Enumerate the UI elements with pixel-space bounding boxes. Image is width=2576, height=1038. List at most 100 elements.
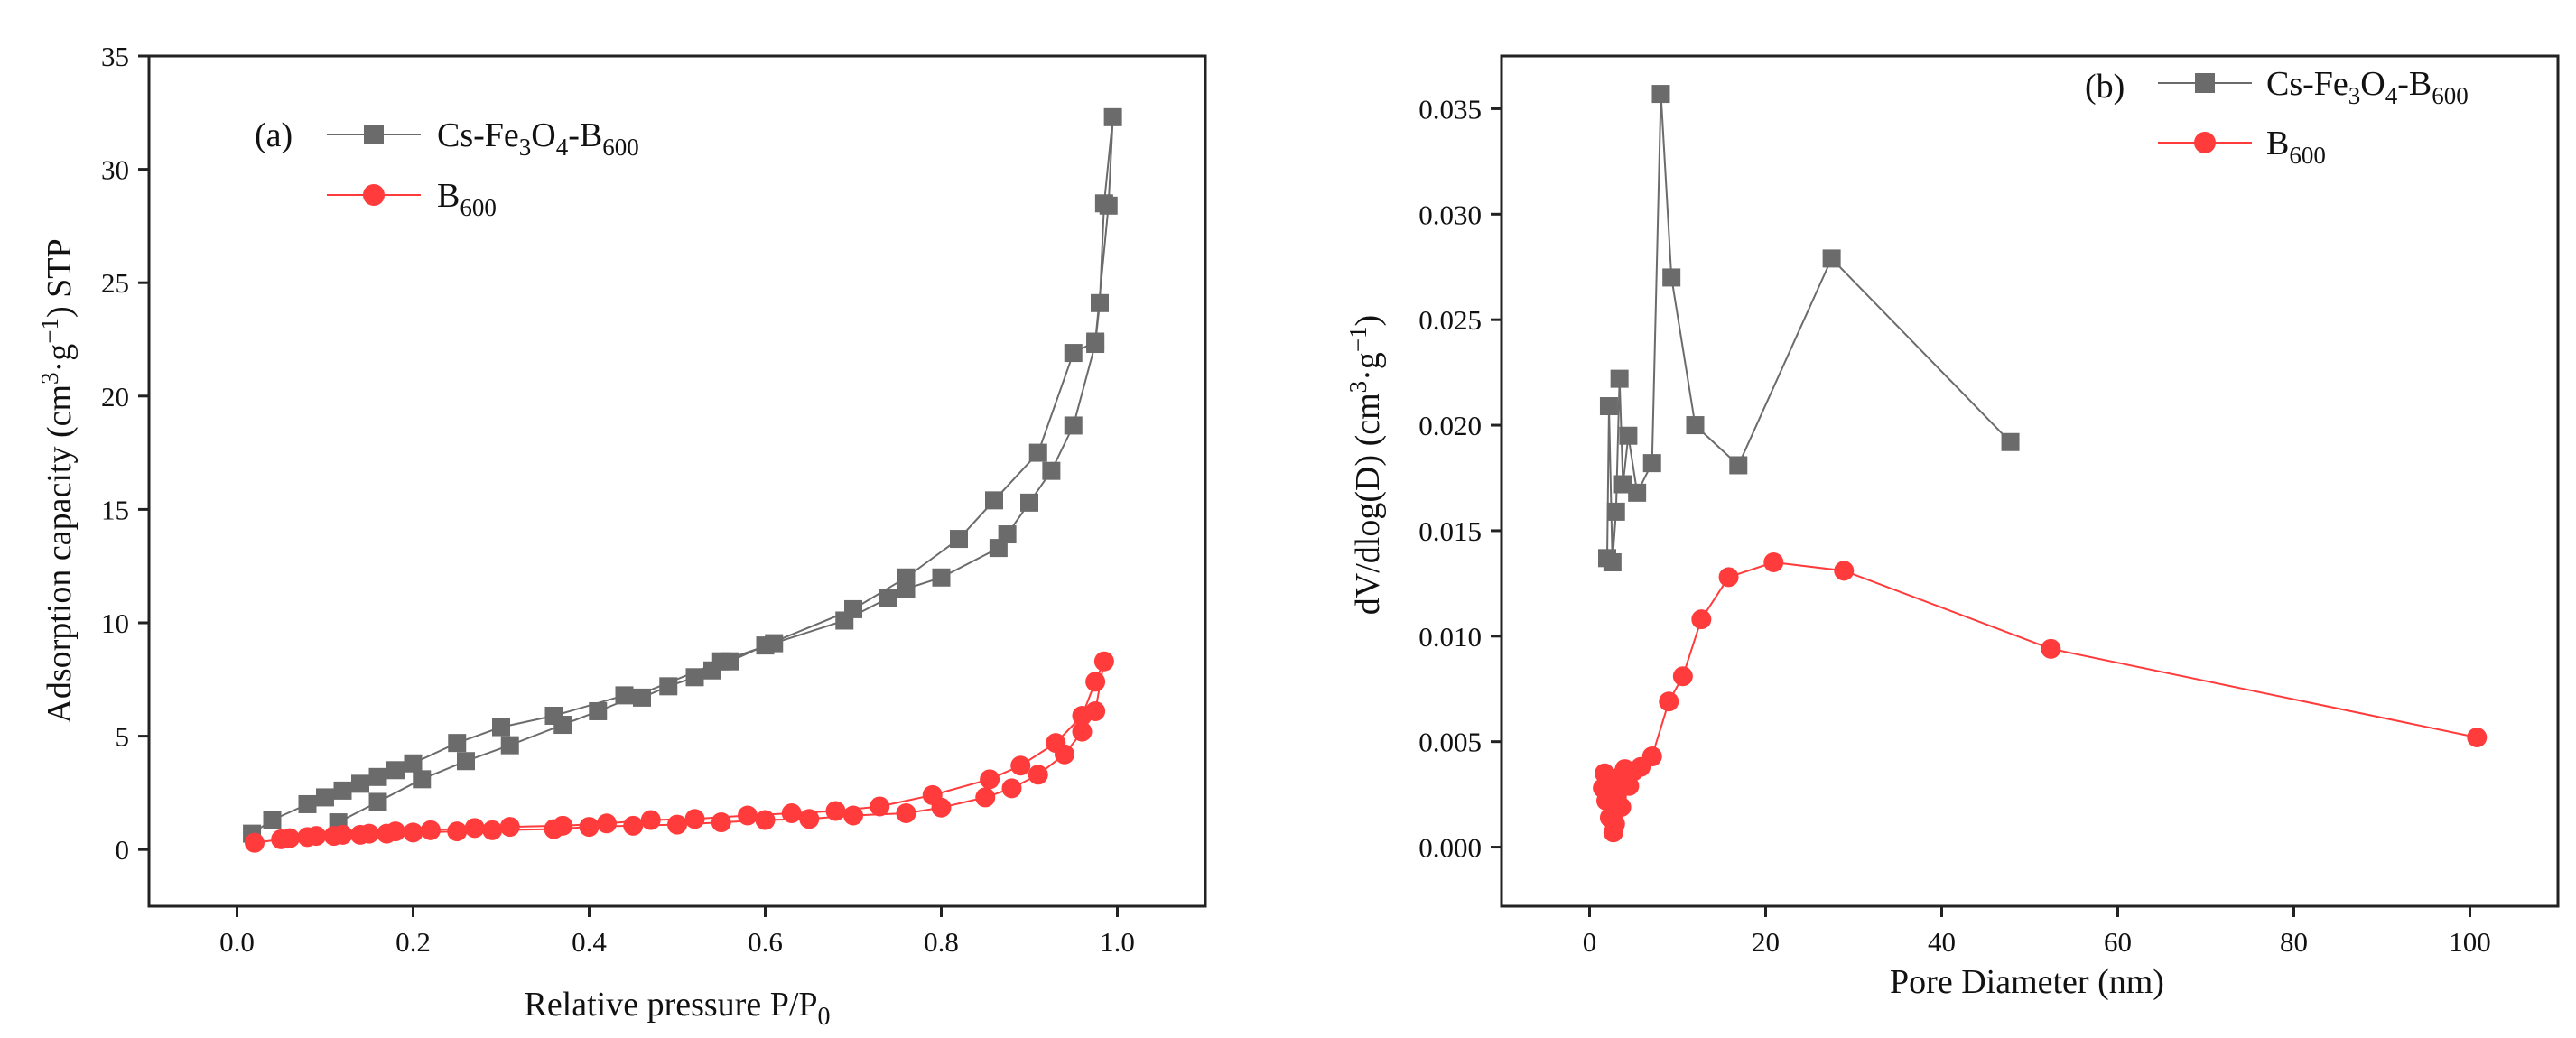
panel-a-point-b600 xyxy=(896,803,916,824)
panel-a-point-b600 xyxy=(1046,733,1066,754)
panel-a-point-b600 xyxy=(464,818,485,839)
panel-a-point-b600 xyxy=(1010,755,1031,776)
panel-b-y-tick-label: 0.010 xyxy=(1418,621,1482,653)
panel-b-point-cs-fe3o4-b600 xyxy=(1613,475,1632,494)
panel-a-point-cs-fe3o4-b600 xyxy=(413,770,432,789)
panel-a-point-b600 xyxy=(447,821,468,842)
panel-a-x-ticks: 0.0 0.2 0.4 0.6 0.8 1.0 xyxy=(219,906,1135,958)
panel-a-point-b600 xyxy=(280,828,300,848)
panel-a-point-b600 xyxy=(358,823,379,844)
panel-a-point-b600 xyxy=(403,822,423,843)
panel-a-point-b600 xyxy=(579,817,600,838)
panel-a-chart: 0.0 0.2 0.4 0.6 0.8 1.0 0 5 10 15 20 25 30 35 (a) Cs… xyxy=(36,41,1207,1031)
panel-a-point-b600 xyxy=(667,814,687,835)
panel-b-point-cs-fe3o4-b600 xyxy=(1628,483,1647,502)
panel-a-point-cs-fe3o4-b600 xyxy=(492,718,510,737)
panel-a-point-b600 xyxy=(332,824,353,845)
panel-b-plot-frame xyxy=(1500,54,2560,908)
panel-a-point-cs-fe3o4-b600 xyxy=(835,611,854,630)
panel-a-point-cs-fe3o4-b600 xyxy=(765,634,784,653)
panel-b-y-tick-label: 0.015 xyxy=(1418,515,1482,547)
panel-b-x-axis-title: Pore Diameter (nm) xyxy=(1890,963,2164,1001)
panel-a-point-cs-fe3o4-b600 xyxy=(368,767,387,786)
panel-a-plot-frame xyxy=(147,54,1207,908)
panel-a-point-cs-fe3o4-b600 xyxy=(1103,107,1122,126)
panel-a-point-b600 xyxy=(843,805,863,826)
panel-a-point-cs-fe3o4-b600 xyxy=(1064,416,1083,435)
panel-b-point-cs-fe3o4-b600 xyxy=(1606,502,1625,521)
panel-b-y-tick-label: 0.020 xyxy=(1418,410,1482,441)
panel-a-point-b600 xyxy=(1028,765,1048,785)
panel-a-point-b600 xyxy=(781,803,802,824)
panel-a-point-cs-fe3o4-b600 xyxy=(368,792,387,811)
panel-a-point-b600 xyxy=(421,820,441,840)
panel-a-legend-marker-cs xyxy=(364,125,384,144)
panel-b-point-cs-fe3o4-b600 xyxy=(1686,416,1705,435)
panel-a-y-ticks: 0 5 10 15 20 25 30 35 xyxy=(101,41,149,866)
panel-b-x-tick-label: 40 xyxy=(1928,926,1956,958)
panel-b-series xyxy=(1593,85,2488,843)
panel-b-y-tick-label: 0.030 xyxy=(1418,199,1482,230)
panel-b-label: (b) xyxy=(2085,68,2125,106)
panel-a-y-tick-label: 30 xyxy=(101,154,129,186)
panel-a-point-cs-fe3o4-b600 xyxy=(333,781,352,800)
panel-a-series xyxy=(243,107,1122,853)
panel-b-point-cs-fe3o4-b600 xyxy=(1610,369,1629,388)
panel-a-point-b600 xyxy=(1001,778,1022,799)
panel-b-legend-label-cs: Cs-Fe3O4-B600 xyxy=(2266,65,2469,109)
panel-a-point-b600 xyxy=(623,815,644,836)
panel-a-point-b600 xyxy=(553,815,573,836)
panel-a-series-line-cs-fe3o4-b600 xyxy=(251,116,1114,835)
panel-b-x-tick-label: 20 xyxy=(1752,926,1780,958)
panel-a-point-cs-fe3o4-b600 xyxy=(685,668,704,687)
panel-a-point-cs-fe3o4-b600 xyxy=(659,677,678,696)
panel-b-legend: Cs-Fe3O4-B600 B600 xyxy=(2158,65,2469,169)
panel-b-legend-marker-b600 xyxy=(2194,132,2216,153)
panel-a-point-b600 xyxy=(711,812,731,833)
panel-a-legend-label-b600: B600 xyxy=(437,177,497,221)
panel-a-point-cs-fe3o4-b600 xyxy=(316,788,334,807)
panel-a-point-cs-fe3o4-b600 xyxy=(989,539,1008,558)
panel-b-chart: 0 20 40 60 80 100 0.0000.0050.0100.0150.0200.… xyxy=(1344,54,2560,1001)
panel-a-point-b600 xyxy=(980,769,1000,790)
panel-a-point-cs-fe3o4-b600 xyxy=(998,525,1017,544)
panel-a-point-cs-fe3o4-b600 xyxy=(553,716,572,735)
panel-a-y-axis-title: Adsorption capacity (cm3·g−1) STP xyxy=(36,238,79,723)
panel-a-point-cs-fe3o4-b600 xyxy=(1091,293,1109,312)
panel-b-x-ticks: 0 20 40 60 80 100 xyxy=(1583,906,2491,958)
panel-a-x-tick-label: 0.2 xyxy=(395,926,431,958)
panel-b-point-b600 xyxy=(1834,561,1855,581)
panel-a-x-tick-label: 0.0 xyxy=(219,926,255,958)
panel-a-point-cs-fe3o4-b600 xyxy=(263,811,282,829)
panel-b-y-tick-label: 0.005 xyxy=(1418,727,1482,758)
panel-a-y-tick-label: 15 xyxy=(101,494,129,525)
panel-a-point-b600 xyxy=(1093,651,1114,672)
panel-b-y-tick-label: 0.035 xyxy=(1418,93,1482,125)
panel-b-point-b600 xyxy=(1763,551,1784,572)
panel-b-series-line-cs-fe3o4-b600 xyxy=(1606,93,2012,563)
panel-b-x-tick-label: 60 xyxy=(2104,926,2132,958)
panel-a-point-b600 xyxy=(799,809,820,829)
panel-a-point-cs-fe3o4-b600 xyxy=(1094,194,1113,213)
panel-a-y-tick-label: 20 xyxy=(101,381,129,412)
panel-a-x-tick-label: 0.8 xyxy=(924,926,959,958)
panel-a-y-tick-label: 0 xyxy=(116,834,130,866)
panel-b-point-cs-fe3o4-b600 xyxy=(1651,85,1670,104)
panel-b-point-b600 xyxy=(1641,746,1662,767)
panel-a-legend-label-cs: Cs-Fe3O4-B600 xyxy=(437,116,639,161)
panel-a-y-tick-label: 5 xyxy=(116,721,130,753)
panel-b-point-cs-fe3o4-b600 xyxy=(1729,456,1748,475)
panel-b-point-cs-fe3o4-b600 xyxy=(1662,268,1681,287)
panel-b-legend-marker-cs xyxy=(2195,73,2215,93)
panel-a-point-cs-fe3o4-b600 xyxy=(932,568,951,587)
panel-b-y-axis-title: dV/dlog(D) (cm3·g−1) xyxy=(1344,315,1387,615)
panel-a-point-b600 xyxy=(482,820,503,840)
panel-a-point-b600 xyxy=(640,810,661,830)
panel-a-point-b600 xyxy=(499,817,520,838)
panel-a-x-tick-label: 1.0 xyxy=(1100,926,1135,958)
panel-a-x-tick-label: 0.4 xyxy=(572,926,607,958)
panel-a-point-cs-fe3o4-b600 xyxy=(985,491,1003,510)
panel-b-point-b600 xyxy=(1691,609,1712,630)
panel-a-point-b600 xyxy=(1072,705,1093,726)
panel-b-point-cs-fe3o4-b600 xyxy=(1603,552,1622,571)
